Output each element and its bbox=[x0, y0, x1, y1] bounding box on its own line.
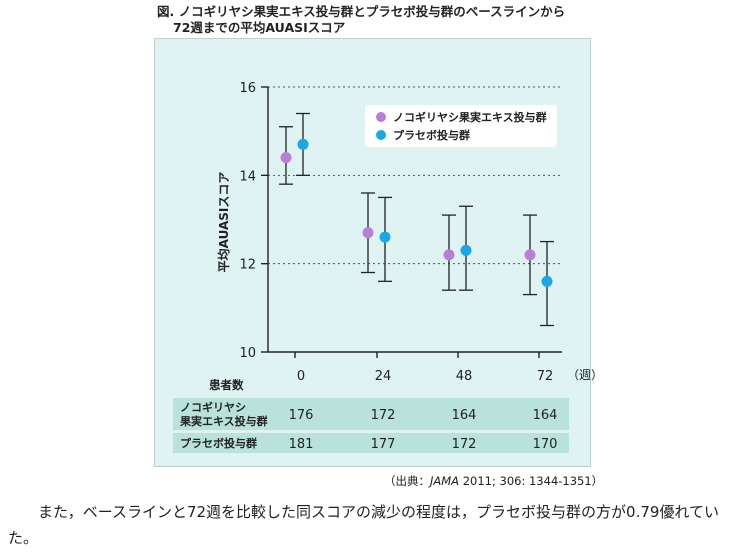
legend-marker bbox=[376, 112, 386, 122]
data-point bbox=[443, 249, 455, 261]
table-cell: 177 bbox=[371, 437, 396, 452]
table-cell: 181 bbox=[289, 437, 314, 452]
data-point bbox=[379, 231, 391, 243]
data-point bbox=[280, 152, 292, 164]
y-tick-label: 12 bbox=[239, 258, 256, 273]
data-marks bbox=[279, 112, 554, 327]
patients-table-header: 患者数 bbox=[209, 378, 244, 392]
body-paragraph: また，ベースラインと72週を比較した同スコアの減少の程度は，プラセボ投与群の方が… bbox=[8, 503, 719, 547]
table-row-bg bbox=[173, 433, 569, 453]
table-row-bg bbox=[173, 398, 569, 430]
table-cell: 172 bbox=[371, 408, 396, 423]
x-tick-label: 24 bbox=[375, 369, 392, 384]
legend-marker bbox=[376, 130, 386, 140]
table-cell: 170 bbox=[533, 437, 558, 452]
table-row-label-line1: ノコギリヤシ bbox=[180, 400, 246, 414]
legend-label: プラセボ投与群 bbox=[393, 128, 470, 142]
legend-box bbox=[365, 105, 557, 147]
data-point bbox=[541, 275, 553, 287]
x-unit-label: （週） bbox=[567, 368, 603, 382]
table-cell: 164 bbox=[452, 408, 477, 423]
data-point bbox=[460, 244, 472, 256]
x-tick-label: 0 bbox=[297, 369, 305, 384]
table-row-label-line2: 果実エキス投与群 bbox=[179, 414, 268, 428]
y-tick-label: 10 bbox=[239, 346, 256, 361]
legend-label: ノコギリヤシ果実エキス投与群 bbox=[393, 110, 547, 124]
data-point bbox=[362, 227, 374, 239]
table-cell: 176 bbox=[289, 408, 314, 423]
table-row-label: プラセボ投与群 bbox=[180, 436, 257, 450]
data-point bbox=[297, 138, 309, 150]
figure-title-line2: 72週までの平均AUASIスコア bbox=[173, 20, 346, 35]
x-ticks: 0 24 48 72 bbox=[294, 352, 554, 384]
axes bbox=[267, 87, 562, 353]
figure-title: 図. ノコギリヤシ果実エキス投与群とプラセボ投与群のベースラインから 72週まで… bbox=[157, 4, 717, 36]
source-journal: JAMA bbox=[430, 474, 460, 488]
source-citation: （出典：JAMA 2011; 306: 1344-1351） bbox=[384, 473, 603, 489]
source-prefix: （出典： bbox=[384, 474, 430, 488]
x-tick-label: 48 bbox=[456, 369, 473, 384]
source-suffix: 2011; 306: 1344-1351） bbox=[459, 474, 604, 488]
data-point bbox=[524, 249, 536, 261]
figure-title-line1: 図. ノコギリヤシ果実エキス投与群とプラセボ投与群のベースラインから bbox=[157, 4, 566, 19]
patients-table: 患者数 ノコギリヤシ果実エキス投与群 176 172 164 164 プラセボ投与群 181… bbox=[173, 378, 569, 453]
y-tick-label: 14 bbox=[239, 169, 256, 184]
x-tick-label: 72 bbox=[537, 369, 554, 384]
table-cell: 172 bbox=[452, 437, 477, 452]
y-tick-label: 16 bbox=[239, 81, 256, 96]
y-ticks: 10 12 14 16 bbox=[239, 81, 268, 361]
y-axis-label: 平均AUASIスコア bbox=[216, 172, 231, 273]
table-cell: 164 bbox=[533, 408, 558, 423]
grid-lines bbox=[268, 86, 562, 265]
